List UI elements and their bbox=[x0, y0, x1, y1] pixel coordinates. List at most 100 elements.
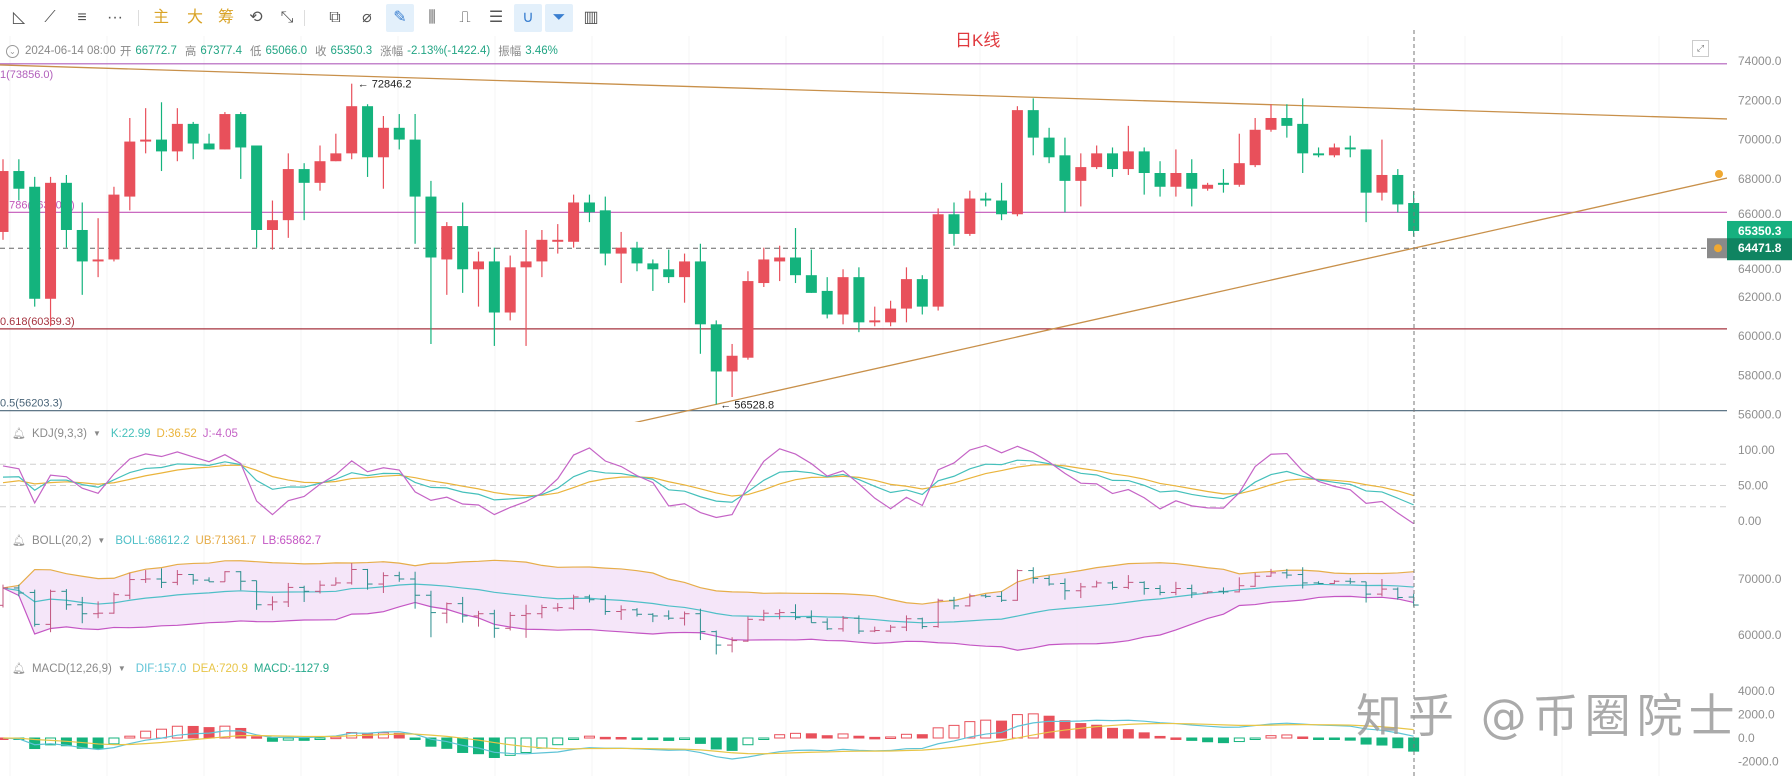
candle-body bbox=[330, 153, 342, 162]
kdj-name[interactable]: KDJ(9,3,3) bbox=[31, 427, 87, 440]
current-price-tag bbox=[1727, 220, 1792, 241]
candle-body bbox=[488, 261, 500, 313]
price-panel: 1(73856.0)0.786(66300.6)0.618(60369.3)0.… bbox=[0, 63, 1727, 422]
boll-ohlc-bar bbox=[1218, 587, 1229, 595]
cursor-price-tag bbox=[1727, 238, 1792, 261]
triangle-tool-icon[interactable]: ◺ bbox=[12, 9, 26, 26]
macd-histogram-bar bbox=[900, 733, 912, 739]
line-tool-icon[interactable]: ⟋ bbox=[44, 9, 56, 26]
macd-histogram-bar bbox=[473, 737, 484, 755]
macd-histogram-bar bbox=[393, 732, 405, 739]
candle bbox=[837, 269, 849, 325]
candle-body bbox=[108, 194, 120, 260]
candle bbox=[885, 300, 897, 327]
candle-body bbox=[1249, 129, 1261, 166]
candle bbox=[647, 259, 659, 291]
macd-name[interactable]: MACD(12,26,9) bbox=[31, 662, 112, 675]
trash-icon[interactable]: ▥ bbox=[583, 9, 599, 26]
axis-tick-label: 2000.0 bbox=[1738, 708, 1775, 722]
boll-ohlc-bar bbox=[838, 615, 849, 632]
candle-body bbox=[568, 202, 580, 242]
candle bbox=[187, 121, 199, 160]
collapse-icon[interactable]: ⌄ bbox=[6, 44, 19, 58]
macd-histogram-bar bbox=[520, 737, 532, 753]
trendline bbox=[0, 64, 1727, 120]
candle-body bbox=[45, 182, 57, 299]
toolbar-text-main[interactable]: 主 bbox=[152, 9, 169, 26]
bell-icon[interactable]: 🔔︎ bbox=[12, 663, 26, 675]
candle bbox=[393, 114, 405, 150]
candle bbox=[710, 320, 722, 405]
toolbar-text-big[interactable]: 大 bbox=[186, 9, 203, 26]
note-edit-icon[interactable]: ☰ bbox=[488, 9, 504, 26]
candle-body bbox=[520, 261, 532, 268]
boll-ohlc-bar bbox=[600, 595, 611, 615]
axis-tick-label: 56000.0 bbox=[1738, 408, 1782, 422]
magnet-icon[interactable]: ∪ bbox=[514, 4, 542, 32]
candle bbox=[774, 245, 786, 282]
candle-body bbox=[266, 220, 278, 230]
candle bbox=[932, 208, 944, 311]
candle-body bbox=[1344, 147, 1356, 150]
macd-histogram-bar bbox=[1360, 737, 1372, 745]
boll-ohlc-bar bbox=[917, 617, 928, 629]
dropdown-caret-icon[interactable]: ▼ bbox=[97, 536, 106, 545]
bookmark-icon[interactable]: ⧉ bbox=[329, 9, 341, 26]
macd-histogram-bar bbox=[932, 727, 944, 739]
candle-body bbox=[996, 200, 1008, 215]
axis-tick-label: 74000.0 bbox=[1738, 54, 1782, 68]
kdj-j-value: J:-4.05 bbox=[202, 427, 238, 440]
bell-icon[interactable]: 🔔︎ bbox=[12, 428, 26, 440]
more-icon[interactable]: ··· bbox=[107, 9, 123, 26]
expand-icon[interactable]: ⤢ bbox=[1692, 40, 1709, 57]
candle-body bbox=[980, 198, 992, 201]
macd-histogram-bar bbox=[996, 720, 1008, 739]
candle-body bbox=[1107, 153, 1118, 170]
macd-histogram-bar bbox=[1138, 732, 1150, 739]
boll-ohlc-bar bbox=[695, 608, 706, 641]
candle-body bbox=[790, 257, 801, 276]
clipboard-icon[interactable]: ⎍ bbox=[459, 9, 471, 26]
fib-level-label: 0.5(56203.3) bbox=[0, 398, 62, 410]
candle-body bbox=[473, 261, 484, 270]
macd-histogram-bar bbox=[156, 728, 167, 739]
macd-histogram-bar bbox=[504, 737, 516, 756]
candle-body bbox=[1075, 167, 1087, 181]
candle bbox=[45, 176, 57, 327]
pencil-icon[interactable]: ✎ bbox=[386, 4, 414, 32]
candle-body bbox=[647, 263, 659, 270]
macd-histogram-bar bbox=[948, 724, 960, 739]
line-star-icon[interactable]: ⤡ bbox=[280, 9, 294, 26]
parallel-lines-icon[interactable]: ≡ bbox=[77, 9, 87, 26]
bell-icon[interactable]: 🔔︎ bbox=[12, 535, 26, 547]
macd-histogram-bar bbox=[1392, 737, 1404, 749]
boll-name[interactable]: BOLL(20,2) bbox=[31, 534, 92, 547]
boll-ohlc-bar bbox=[1123, 575, 1134, 590]
macd-histogram-bar bbox=[266, 737, 278, 742]
candle-body bbox=[346, 106, 358, 154]
candle bbox=[473, 251, 484, 307]
boll-ohlc-bar bbox=[457, 596, 468, 623]
candle bbox=[1360, 149, 1372, 223]
kdj-header: 🔔︎ KDJ(9,3,3) ▼ K:22.99 D:36.52 J:-4.05 bbox=[12, 427, 238, 441]
ruler-icon[interactable]: ⌀ bbox=[362, 9, 372, 26]
rotate-edit-icon[interactable]: ⟲ bbox=[249, 9, 263, 26]
dropdown-caret-icon[interactable]: ▼ bbox=[117, 664, 126, 673]
boll-ohlc-bar bbox=[124, 572, 135, 600]
candle bbox=[330, 133, 342, 162]
boll-ohlc-bar bbox=[774, 609, 785, 620]
candle bbox=[726, 343, 738, 398]
trendline bbox=[634, 177, 1727, 422]
filter-icon[interactable]: ⏷ bbox=[545, 4, 573, 32]
toolbar-text-chip[interactable]: 筹 bbox=[217, 9, 234, 26]
dropdown-caret-icon[interactable]: ▼ bbox=[92, 429, 101, 438]
boll-ohlc-bar bbox=[996, 591, 1007, 602]
candles-icon[interactable]: ⫼ bbox=[428, 9, 436, 26]
boll-ohlc-bar bbox=[267, 596, 278, 611]
macd-histogram-bar bbox=[853, 735, 865, 739]
boll-ohlc-bar bbox=[172, 570, 183, 586]
boll-ohlc-bar bbox=[568, 594, 579, 610]
candle bbox=[314, 145, 326, 191]
boll-ohlc-bar bbox=[219, 571, 230, 583]
